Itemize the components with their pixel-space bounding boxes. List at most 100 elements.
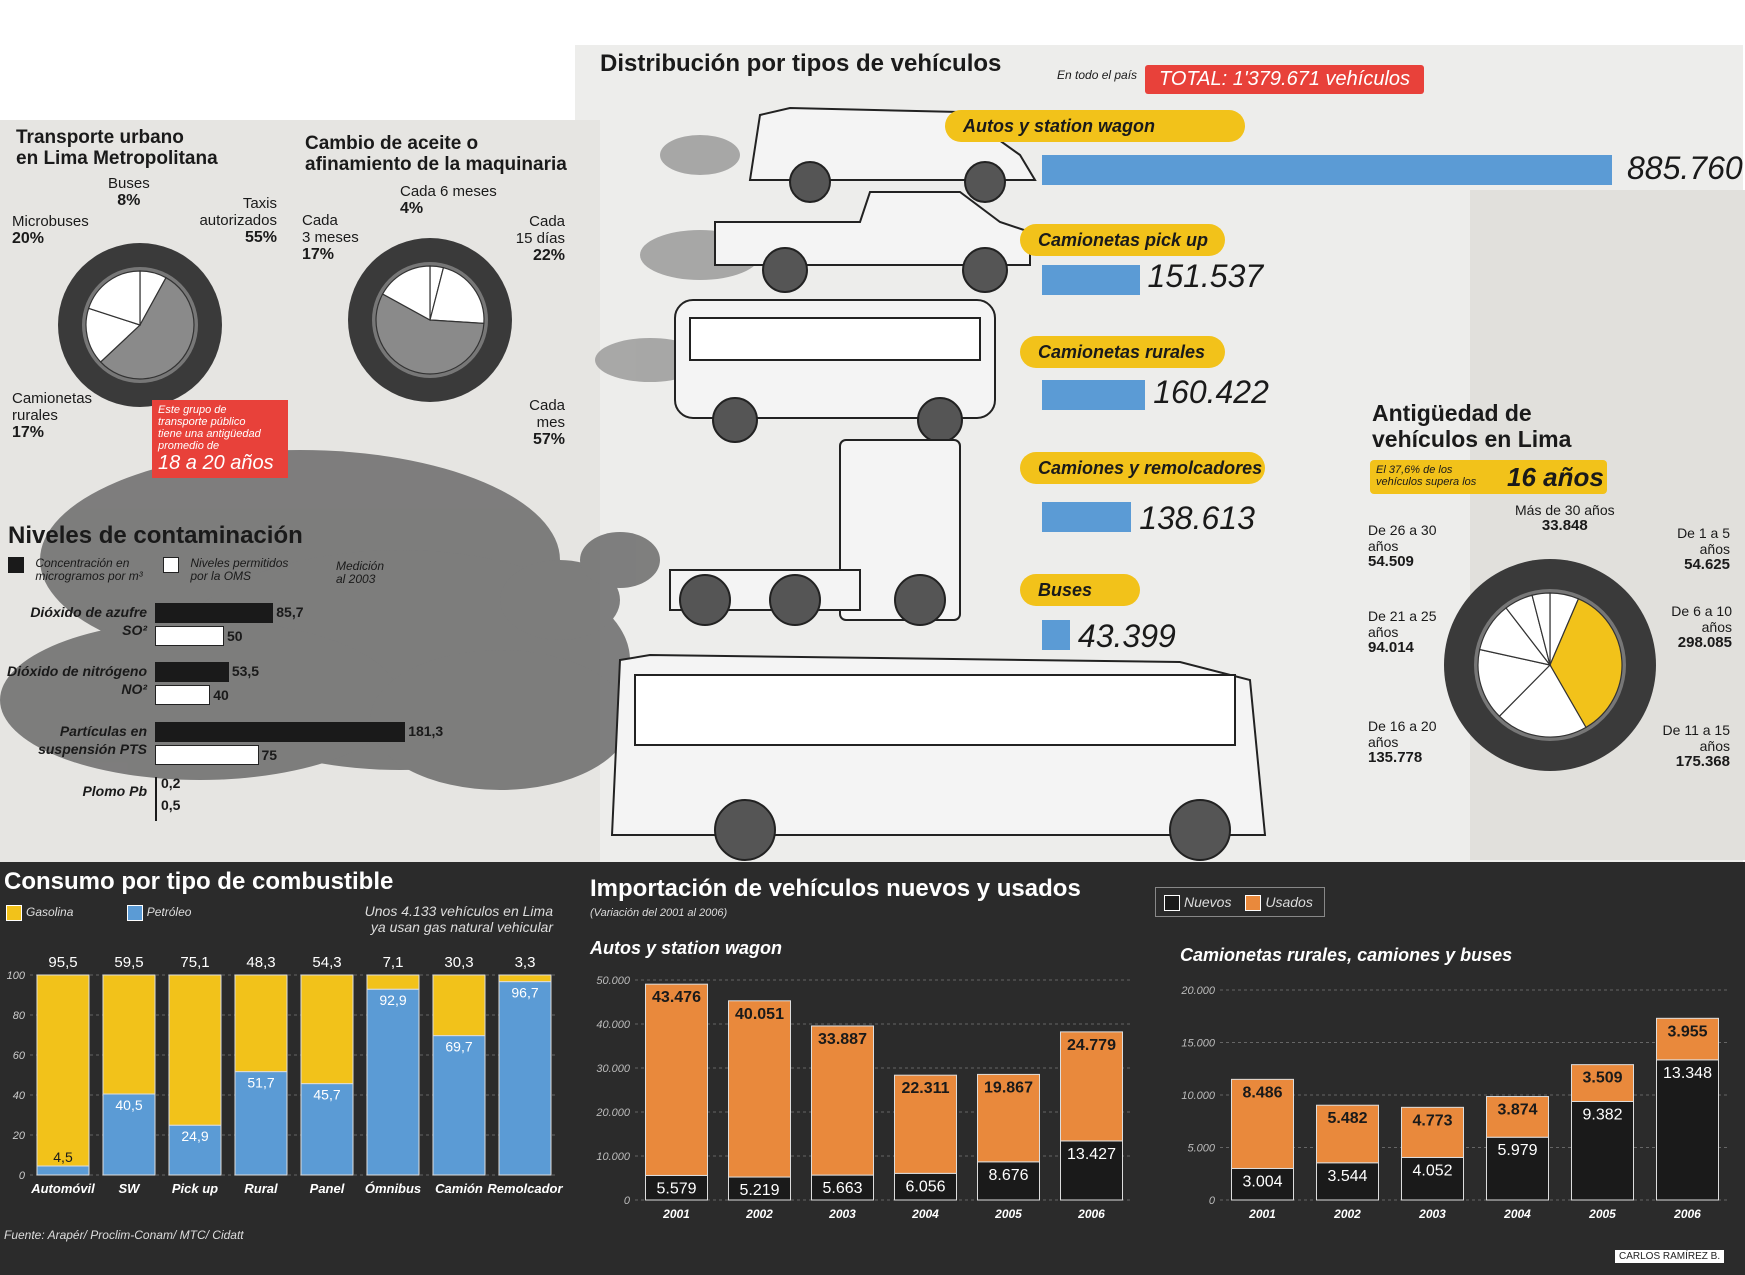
- measured-bar: [155, 662, 229, 682]
- bar-segment: [1231, 1078, 1294, 1169]
- bar-segment: [811, 1174, 874, 1201]
- category-pill: Camiones y remolcadores: [1020, 452, 1265, 484]
- import-autos-chart: 50.000 40.000 30.000 20.000 10.000 0 43.476 5.5…: [595, 975, 1133, 1221]
- transport-pie: [58, 243, 222, 407]
- x-category-label: 2003: [828, 1207, 856, 1221]
- bar-segment: [1401, 1106, 1464, 1158]
- bar-segment: [894, 1074, 957, 1174]
- label-cada-mes: Cada mes 57%: [529, 397, 565, 448]
- age-label-mas30: Más de 30 años 33.848: [1515, 502, 1615, 534]
- label-buses: Buses 8%: [108, 175, 150, 209]
- new-value-label: 5.979: [1497, 1142, 1537, 1159]
- distribution-value: 43.399: [1077, 618, 1176, 654]
- y-tick-label: 15.000: [1181, 1038, 1216, 1050]
- x-category-label: 2006: [1077, 1207, 1105, 1221]
- diesel-value-label: 92,9: [379, 992, 406, 1008]
- bar-segment: [1060, 1031, 1123, 1142]
- oms-bar: [155, 745, 259, 765]
- age-label-d11: De 11 a 15 años 175.368: [1645, 722, 1730, 770]
- gasoline-bar: [498, 974, 552, 983]
- pollutant-label: Partículas en suspensión PTS: [0, 722, 147, 758]
- distribution-value: 885.760: [1627, 150, 1743, 186]
- pie-slice: [99, 276, 195, 380]
- age-label-d1: De 1 a 5 años 54.625: [1660, 525, 1730, 573]
- diesel-bar: [36, 1165, 90, 1176]
- diesel-bar: [102, 1093, 156, 1176]
- diesel-value-label: 45,7: [313, 1087, 340, 1103]
- y-tick-label: 0: [19, 1170, 26, 1182]
- age-label-d26: De 26 a 30 años 54.509: [1368, 522, 1437, 570]
- x-category-label: 2002: [745, 1207, 773, 1221]
- age-label-value: 135.778: [1368, 749, 1423, 766]
- y-tick-label: 0: [624, 1195, 631, 1207]
- distribution-bar: [1042, 502, 1132, 532]
- used-value-label: 19.867: [984, 1079, 1033, 1096]
- category-pill: Autos y station wagon: [945, 110, 1245, 142]
- measured-bar: [155, 722, 406, 742]
- diesel-bar: [300, 1083, 354, 1176]
- used-value-label: 3.955: [1667, 1023, 1707, 1040]
- age-label-value: 298.085: [1677, 634, 1732, 651]
- x-category-label: Camión: [435, 1181, 483, 1196]
- age-label-text: años: [1368, 538, 1399, 554]
- used-value-label: 4.773: [1412, 1112, 1452, 1129]
- bar-segment: [1571, 1100, 1634, 1201]
- x-category-label: Ómnibus: [365, 1181, 421, 1196]
- age-label-text: años: [1699, 738, 1730, 754]
- y-tick-label: 10.000: [596, 1151, 631, 1163]
- lead-axis: [155, 777, 157, 821]
- bar-segment: [1656, 1059, 1719, 1201]
- pie-slice: [85, 307, 142, 363]
- pollutant-label: Dióxido de azufre SO²: [0, 603, 147, 639]
- age-label-text: años: [1368, 734, 1399, 750]
- pollution-title: Niveles de contaminación: [8, 522, 303, 549]
- x-category-label: 2005: [994, 1207, 1022, 1221]
- pollutant-label-line: SO²: [122, 622, 147, 638]
- gasoline-bar: [36, 974, 90, 1167]
- label-microbuses: Microbuses 20%: [12, 213, 89, 247]
- used-value-label: 3.509: [1582, 1070, 1622, 1087]
- used-value-label: 40.051: [735, 1006, 784, 1023]
- y-tick-label: 20: [12, 1130, 26, 1142]
- fuel-gnv-note: Unos 4.133 vehículos en Lima ya usan gas …: [364, 903, 553, 935]
- age-label-d21: De 21 a 25 años 94.014: [1368, 608, 1437, 656]
- y-tick-label: 30.000: [596, 1063, 631, 1075]
- pollutant-label-line: Partículas en: [59, 723, 147, 739]
- bar-segment: [977, 1073, 1040, 1163]
- y-tick-label: 100: [7, 970, 26, 982]
- x-category-label: Remolcador: [487, 1181, 563, 1196]
- distribution-total: TOTAL: 1'379.671 vehículos: [1145, 65, 1425, 94]
- fuel-title: Consumo por tipo de combustible: [4, 868, 394, 895]
- x-category-label: 2002: [1333, 1207, 1361, 1221]
- pie-slice: [429, 266, 485, 325]
- new-value-label: 4.052: [1412, 1162, 1452, 1179]
- new-value-label: 5.219: [739, 1182, 779, 1199]
- oil-title: Cambio de aceite o afinamiento de la maqu…: [305, 133, 567, 175]
- y-tick-label: 10.000: [1181, 1090, 1216, 1102]
- bar-segment: [645, 1174, 708, 1201]
- oms-value: 40: [213, 687, 229, 703]
- age-title: Antigüedad de vehículos en Lima: [1372, 400, 1572, 452]
- measured-value: 0,2: [161, 775, 181, 791]
- age-label-value: 94.014: [1368, 639, 1414, 656]
- age-label-value: 54.625: [1684, 556, 1730, 573]
- x-category-label: 2006: [1673, 1207, 1701, 1221]
- import-rurales-title: Camionetas rurales, camiones y buses: [1180, 945, 1513, 965]
- bar-segment: [1486, 1096, 1549, 1138]
- used-value-label: 33.887: [818, 1031, 867, 1048]
- bar-segment: [728, 1000, 791, 1178]
- label-cada-15-dias: Cada 15 días 22%: [515, 213, 565, 264]
- diesel-bar: [234, 1071, 288, 1176]
- gasoline-value-label: 75,1: [180, 954, 209, 971]
- x-category-label: 2001: [1248, 1207, 1276, 1221]
- age-label-text: años: [1699, 541, 1730, 557]
- category-pill: Buses: [1020, 574, 1140, 606]
- bar-segment: [1231, 1167, 1294, 1201]
- fuel-legend: Gasolina Petróleo: [6, 905, 191, 921]
- pie-slice: [1498, 664, 1587, 738]
- gasoline-value-label: 7,1: [383, 954, 404, 971]
- import-subtitle: (Variación del 2001 al 2006): [590, 907, 728, 919]
- bar-segment: [645, 983, 708, 1176]
- diesel-bar: [168, 1124, 222, 1176]
- new-value-label: 5.579: [656, 1180, 696, 1197]
